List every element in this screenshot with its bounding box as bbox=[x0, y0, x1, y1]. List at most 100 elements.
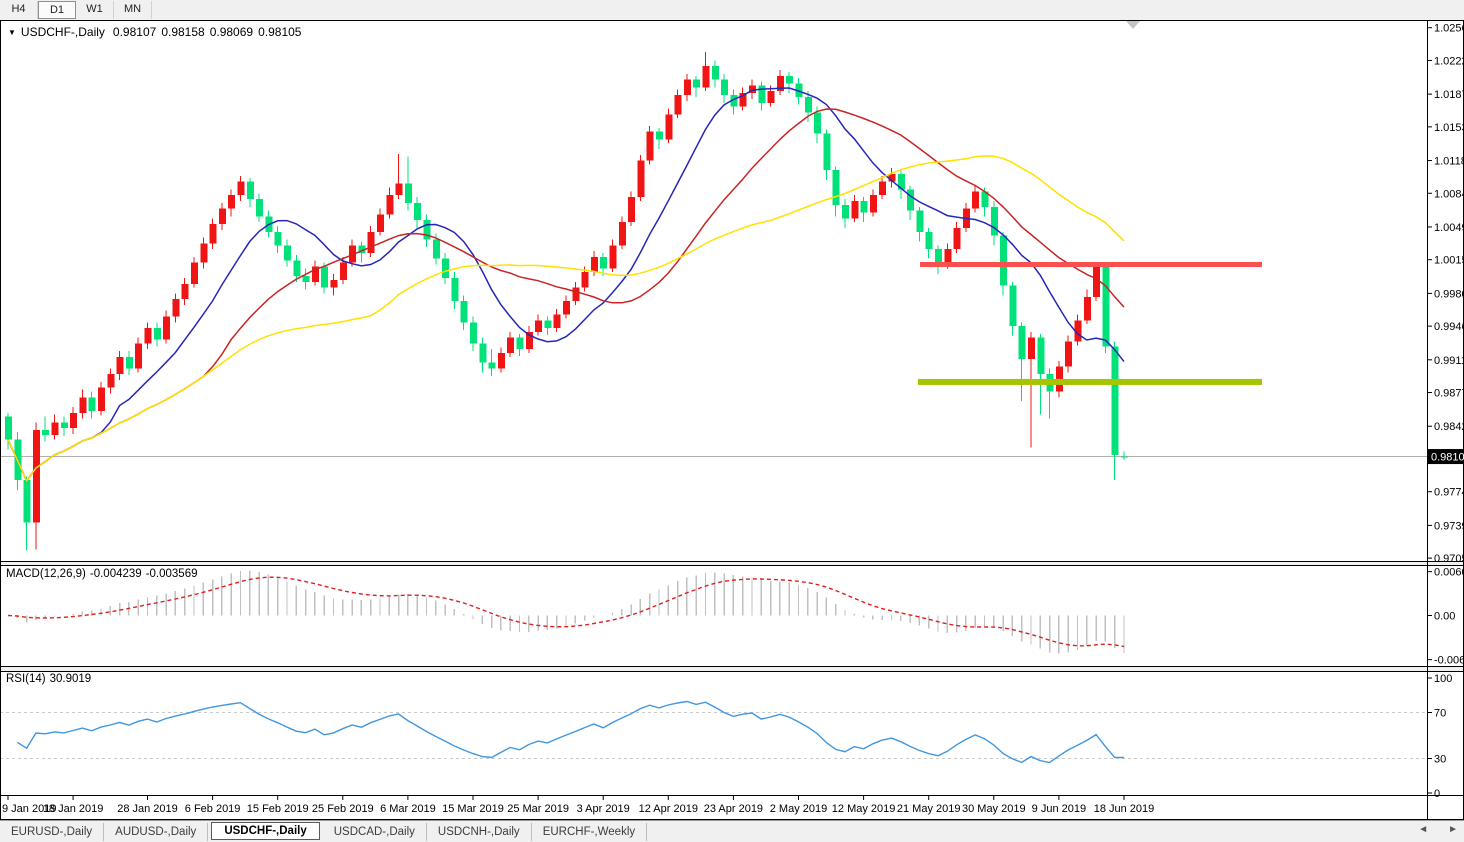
candle-body bbox=[293, 260, 301, 277]
candle-body bbox=[414, 202, 422, 221]
pane-splitter[interactable] bbox=[0, 666, 1464, 671]
candle-body bbox=[646, 131, 654, 161]
tab-usdcad-daily[interactable]: USDCAD-,Daily bbox=[323, 822, 427, 841]
candle-body bbox=[451, 277, 459, 302]
date-axis-label: 18 Jun 2019 bbox=[1094, 803, 1155, 815]
current-price-label: 0.98105 bbox=[1431, 452, 1464, 464]
date-axis-label: 25 Mar 2019 bbox=[507, 803, 569, 815]
date-axis-label: 6 Mar 2019 bbox=[380, 803, 436, 815]
tab-usdcnh-daily[interactable]: USDCNH-,Daily bbox=[427, 822, 532, 841]
pane-splitter[interactable] bbox=[0, 561, 1464, 565]
candle-body bbox=[888, 174, 896, 182]
candle-body bbox=[5, 416, 12, 440]
resistance-line[interactable] bbox=[920, 262, 1262, 268]
candle-body bbox=[851, 200, 859, 219]
candle-body bbox=[274, 231, 282, 246]
candle-body bbox=[1083, 297, 1091, 321]
candle-body bbox=[1111, 346, 1119, 456]
candle-body bbox=[228, 195, 236, 209]
rsi-line bbox=[16, 700, 1125, 764]
tab-usdchf-daily[interactable]: USDCHF-,Daily bbox=[211, 821, 320, 840]
candle-body bbox=[590, 256, 598, 273]
tab-eurchf-weekly[interactable]: EURCHF-,Weekly bbox=[532, 822, 648, 841]
date-axis-label: 28 Jan 2019 bbox=[117, 803, 178, 815]
price-axis-label: 0.98770 bbox=[1434, 388, 1464, 400]
candle-body bbox=[488, 362, 496, 369]
ma-fast-blue bbox=[7, 87, 1125, 483]
candle-body bbox=[776, 75, 784, 92]
candle-body bbox=[163, 316, 171, 340]
chart-canvas[interactable]: 1.02560 1.02220 1.01870 1.01530 1.01180 1.008… bbox=[0, 20, 1464, 820]
candle-body bbox=[842, 204, 849, 219]
candle-body bbox=[367, 231, 375, 253]
date-axis-label: 18 Jan 2019 bbox=[43, 803, 104, 815]
candle-body bbox=[98, 387, 105, 411]
candle-body bbox=[60, 422, 68, 429]
price-axis-label: 1.02560 bbox=[1434, 23, 1464, 35]
tab-eurusd-daily[interactable]: EURUSD-,Daily bbox=[0, 822, 105, 841]
macd-name: MACD(12,26,9) bbox=[6, 568, 86, 580]
tab-audusd-daily[interactable]: AUDUSD-,Daily bbox=[104, 822, 209, 841]
date-axis-label: 25 Feb 2019 bbox=[312, 803, 374, 815]
date-axis-label: 23 Apr 2019 bbox=[704, 803, 763, 815]
price-axis-label: 1.01530 bbox=[1434, 122, 1464, 134]
date-axis-label: 2 May 2019 bbox=[770, 803, 827, 815]
price-axis-label: 0.99460 bbox=[1434, 321, 1464, 333]
candle-body bbox=[665, 114, 673, 140]
timeframe-button-mn[interactable]: MN bbox=[114, 1, 152, 19]
candles bbox=[5, 51, 1128, 551]
price-axis-label: 1.00840 bbox=[1434, 188, 1464, 200]
candle-body bbox=[981, 191, 989, 207]
candle-body bbox=[209, 224, 217, 244]
timeframe-button-d1[interactable]: D1 bbox=[38, 1, 76, 19]
macd-histogram bbox=[16, 570, 1125, 654]
date-axis-label: 12 Apr 2019 bbox=[639, 803, 698, 815]
candle-body bbox=[107, 374, 115, 388]
candle-body bbox=[1000, 235, 1008, 286]
date-axis-label: 21 May 2019 bbox=[897, 803, 961, 815]
quote-high: 0.98158 bbox=[161, 25, 205, 39]
candle-body bbox=[832, 170, 840, 205]
candle-body bbox=[693, 79, 701, 88]
timeframe-button-h4[interactable]: H4 bbox=[0, 1, 38, 19]
macd-main-value: -0.004239 bbox=[89, 568, 142, 580]
candle-body bbox=[1028, 337, 1035, 359]
price-axis-label: 0.98420 bbox=[1434, 421, 1464, 433]
candle-body bbox=[656, 131, 663, 140]
candle-body bbox=[23, 480, 31, 523]
support-line[interactable] bbox=[918, 378, 1262, 385]
macd-pane bbox=[7, 570, 1125, 654]
candle-body bbox=[200, 243, 208, 263]
candle-body bbox=[1037, 337, 1045, 375]
rsi-pane bbox=[0, 700, 1427, 764]
candle-body bbox=[916, 210, 924, 232]
date-axis-label: 15 Mar 2019 bbox=[442, 803, 504, 815]
candle-body bbox=[358, 245, 366, 253]
macd-signal-value: -0.003569 bbox=[145, 568, 198, 580]
rsi-axis-label: 100 bbox=[1434, 673, 1452, 685]
quote-low: 0.98069 bbox=[209, 25, 254, 39]
candle-body bbox=[42, 430, 50, 435]
symbol-dropdown-icon[interactable]: ▼ bbox=[8, 28, 16, 37]
main-price-pane bbox=[0, 51, 1427, 551]
candle-body bbox=[470, 322, 477, 344]
macd-signal-line bbox=[7, 576, 1125, 648]
symbol-timeframe-label: USDCHF-,Daily bbox=[20, 25, 105, 39]
price-axis-label: 0.97740 bbox=[1434, 487, 1464, 499]
chart-shift-marker-icon[interactable] bbox=[1126, 21, 1140, 29]
candle-body bbox=[804, 97, 812, 113]
candle-body bbox=[879, 181, 887, 196]
tab-scroll-left-icon[interactable]: ◄ bbox=[1418, 824, 1429, 835]
candle-body bbox=[702, 66, 710, 88]
candle-body bbox=[377, 214, 384, 232]
timeframe-button-w1[interactable]: W1 bbox=[76, 1, 114, 19]
candle-body bbox=[460, 301, 468, 323]
tab-scroll-right-icon[interactable]: ► bbox=[1448, 824, 1458, 835]
candle-body bbox=[758, 85, 766, 103]
candle-body bbox=[925, 231, 933, 250]
candle-body bbox=[51, 422, 59, 435]
candle-body bbox=[944, 249, 952, 263]
candle-body bbox=[544, 320, 552, 329]
rsi-indicator-label: RSI(14) 30.9019 bbox=[6, 673, 95, 685]
